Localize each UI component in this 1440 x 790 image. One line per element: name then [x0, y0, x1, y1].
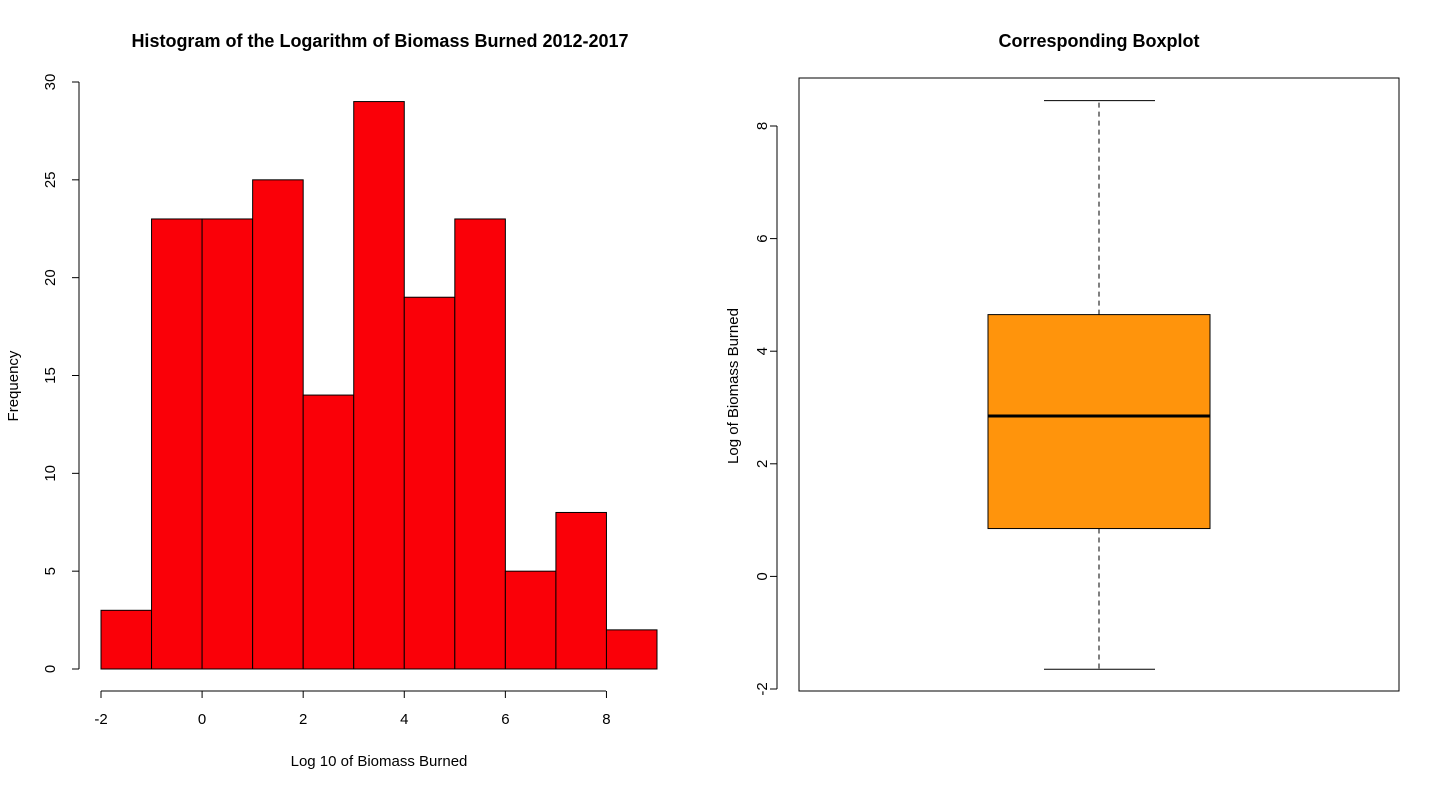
boxplot-y-tick-label: 2	[754, 460, 771, 468]
histogram-bar	[504, 570, 557, 670]
boxplot-y-ticks: -2 0 2 4 6 8	[754, 122, 777, 696]
histogram-bar	[403, 296, 456, 670]
histogram-y-tick-label: 25	[42, 171, 59, 188]
boxplot-shapes	[987, 100, 1211, 670]
histogram-x-label: Log 10 of Biomass Burned	[291, 753, 468, 770]
histogram-x-tick-label: 0	[198, 711, 206, 728]
histogram-bar	[201, 218, 254, 670]
boxplot-box	[987, 314, 1211, 530]
histogram-y-tick-label: 15	[42, 367, 59, 384]
histogram-bar	[353, 101, 405, 670]
histogram-x-tick-label: 4	[400, 711, 408, 728]
boxplot-y-label: Log of Biomass Burned	[725, 308, 742, 464]
histogram-panel: Histogram of the Logarithm of Biomass Bu…	[5, 31, 658, 770]
histogram-bar	[252, 179, 304, 670]
histogram-y-tick-label: 10	[42, 465, 59, 482]
histogram-y-tick-label: 30	[42, 74, 59, 91]
boxplot-panel: Corresponding Boxplot -2 0 2 4 6 8 Log of Bio…	[725, 31, 1400, 696]
boxplot-y-tick-label: 8	[754, 122, 771, 130]
histogram-y-label: Frequency	[5, 350, 22, 421]
boxplot-y-tick-label: 6	[754, 234, 771, 242]
histogram-title: Histogram of the Logarithm of Biomass Bu…	[131, 31, 628, 51]
boxplot-y-tick-label: -2	[754, 682, 771, 695]
histogram-x-tick-label: 8	[602, 711, 610, 728]
histogram-y-ticks: 0 5 10 15 20 25 30	[42, 74, 79, 673]
histogram-bars	[100, 101, 658, 670]
histogram-bar	[605, 629, 658, 670]
histogram-y-tick-label: 20	[42, 269, 59, 286]
histogram-bar	[151, 218, 203, 670]
histogram-x-tick-label: 6	[501, 711, 509, 728]
histogram-bar	[454, 218, 506, 670]
histogram-x-tick-label: -2	[94, 711, 107, 728]
histogram-x-tick-label: 2	[299, 711, 307, 728]
boxplot-y-tick-label: 0	[754, 572, 771, 580]
histogram-y-tick-label: 5	[42, 567, 59, 575]
histogram-bar	[302, 394, 355, 670]
boxplot-frame	[798, 77, 1400, 692]
histogram-bar	[100, 609, 153, 670]
boxplot-title: Corresponding Boxplot	[999, 31, 1200, 51]
histogram-x-ticks: -2 0 2 4 6 8	[94, 691, 611, 728]
histogram-y-tick-label: 0	[42, 665, 59, 673]
boxplot-y-tick-label: 4	[754, 347, 771, 355]
histogram-bar	[555, 511, 607, 670]
